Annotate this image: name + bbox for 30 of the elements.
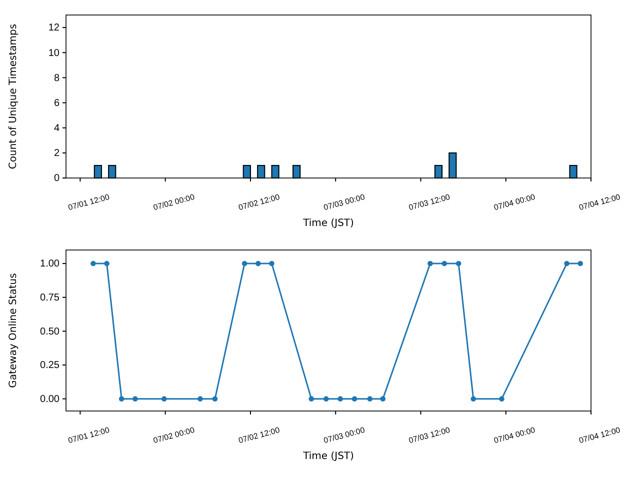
y-tick-label: 2 <box>54 148 60 160</box>
x-tick-label: 07/02 12:00 <box>238 192 282 212</box>
y-tick-label: 12 <box>48 22 60 34</box>
x-axis-title: Time (JST) <box>302 218 354 229</box>
y-tick-label: 4 <box>54 123 60 134</box>
y-tick-label: 10 <box>48 48 60 59</box>
y-tick-label: 6 <box>54 98 60 109</box>
x-tick-label: 07/03 00:00 <box>322 192 366 212</box>
x-axis-title: Time (JST) <box>302 451 354 462</box>
x-tick-label: 07/04 00:00 <box>492 425 537 446</box>
y-axis-title: Gateway Online Status <box>8 273 19 388</box>
x-tick-label: 07/02 12:00 <box>238 425 282 446</box>
y-tick-label: 0.50 <box>40 326 60 338</box>
y-tick-label: 8 <box>54 72 60 84</box>
x-tick-label: 07/04 12:00 <box>578 192 622 212</box>
x-tick-label: 07/03 00:00 <box>322 425 366 446</box>
x-tick-label: 07/02 00:00 <box>152 425 196 446</box>
y-tick-label: 0.25 <box>40 360 60 372</box>
y-tick-label: 0.00 <box>40 394 60 406</box>
x-tick-label: 07/02 00:00 <box>152 192 196 212</box>
y-axis-title: Count of Unique Timestamps <box>8 24 19 170</box>
x-tick-label: 07/01 12:00 <box>67 425 111 446</box>
x-tick-label: 07/04 00:00 <box>492 192 537 212</box>
x-tick-label: 07/01 12:00 <box>67 192 111 212</box>
x-tick-label: 07/03 12:00 <box>408 425 452 446</box>
x-tick-label: 07/03 12:00 <box>408 192 452 212</box>
y-tick-label: 0 <box>54 173 60 184</box>
x-tick-label: 07/04 12:00 <box>578 425 622 446</box>
y-tick-label: 0.75 <box>40 292 60 304</box>
y-tick-label: 1.00 <box>40 258 60 270</box>
